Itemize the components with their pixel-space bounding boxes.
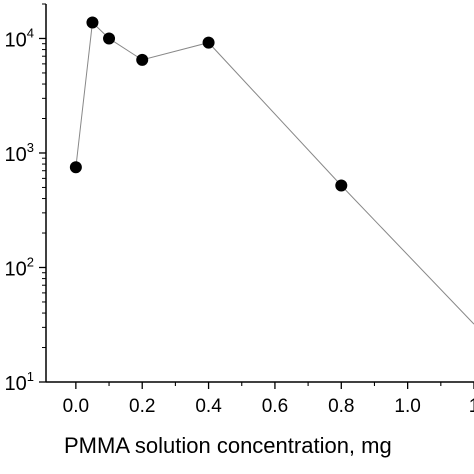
y-tick-base: 10 xyxy=(5,144,27,166)
tick-labels: 0.00.20.40.60.81.01101102103104 xyxy=(5,25,474,417)
data-markers xyxy=(69,16,348,192)
y-tick-label: 103 xyxy=(5,140,34,166)
y-tick-base: 10 xyxy=(5,29,27,51)
y-tick-label: 102 xyxy=(5,254,34,280)
data-point xyxy=(69,161,82,174)
y-tick-label: 101 xyxy=(5,369,34,395)
data-point xyxy=(103,32,116,45)
ticks xyxy=(39,3,474,389)
x-tick-label: 1.0 xyxy=(394,396,420,417)
series-line xyxy=(75,21,474,325)
x-tick-label: 1 xyxy=(469,396,474,417)
series-path xyxy=(75,21,474,325)
axes xyxy=(45,4,474,383)
y-tick-exponent: 3 xyxy=(27,140,34,155)
x-tick-label: 0.2 xyxy=(129,396,155,417)
x-tick-label: 0.6 xyxy=(262,396,288,417)
y-tick-exponent: 2 xyxy=(27,254,34,269)
y-tick-exponent: 1 xyxy=(27,369,34,384)
data-point xyxy=(86,16,99,29)
data-point xyxy=(335,179,348,192)
x-tick-label: 0.0 xyxy=(63,396,89,417)
data-point xyxy=(136,53,149,66)
y-tick-base: 10 xyxy=(5,258,27,280)
x-tick-label: 0.8 xyxy=(328,396,354,417)
y-tick-label: 104 xyxy=(5,25,34,51)
data-point xyxy=(202,36,215,49)
y-tick-base: 10 xyxy=(5,373,27,395)
y-tick-exponent: 4 xyxy=(27,25,34,40)
x-axis-title: PMMA solution concentration, mg xyxy=(64,433,392,458)
x-tick-label: 0.4 xyxy=(195,396,222,417)
